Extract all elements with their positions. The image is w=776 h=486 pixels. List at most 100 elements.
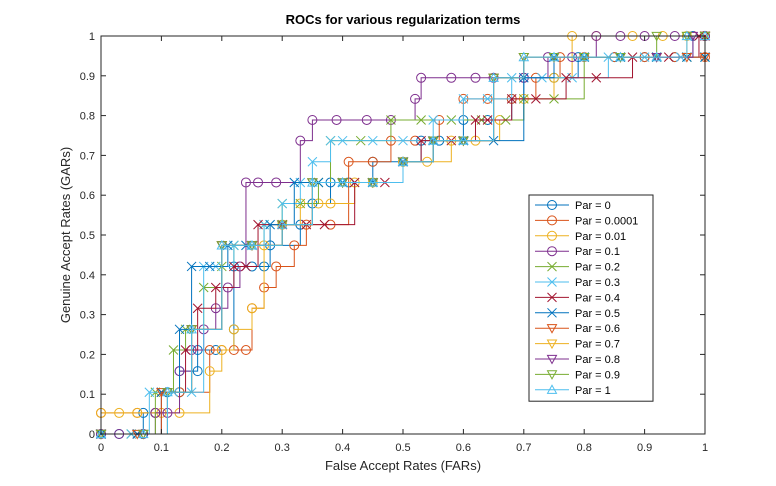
legend-entry: Par = 0.1 bbox=[535, 246, 620, 258]
legend-marker bbox=[546, 354, 558, 365]
data-point bbox=[168, 345, 179, 355]
data-point bbox=[458, 135, 469, 145]
data-point bbox=[470, 72, 481, 83]
y-tick-label: 0.8 bbox=[80, 111, 95, 123]
x-axis-label: False Accept Rates (FARs) bbox=[325, 458, 481, 473]
legend-marker bbox=[547, 230, 557, 241]
data-point bbox=[295, 135, 306, 146]
legend-marker bbox=[546, 324, 558, 334]
data-point bbox=[398, 135, 408, 146]
x-tick-label: 0.2 bbox=[214, 442, 229, 454]
data-point bbox=[240, 177, 251, 188]
data-point bbox=[253, 219, 263, 230]
legend-label: Par = 0 bbox=[575, 200, 611, 212]
legend: Par = 0 Par = 0.0001 Par = 0.01 Par = 0.1 Pa… bbox=[528, 194, 654, 402]
data-point bbox=[531, 94, 541, 104]
x-tick-label: 0.1 bbox=[154, 442, 169, 454]
data-point bbox=[488, 72, 499, 82]
data-point bbox=[253, 177, 264, 188]
data-point bbox=[271, 177, 282, 188]
data-point bbox=[651, 51, 663, 62]
legend-label: Par = 0.4 bbox=[575, 292, 620, 304]
data-point bbox=[428, 115, 439, 125]
legend-label: Par = 0.6 bbox=[575, 323, 620, 335]
legend-marker bbox=[547, 215, 557, 226]
legend-entry: Par = 0.3 bbox=[535, 277, 620, 289]
data-point bbox=[216, 239, 228, 250]
data-point bbox=[337, 176, 348, 187]
data-point bbox=[204, 261, 215, 272]
legend-entry: Par = 0.7 bbox=[535, 339, 620, 351]
data-point bbox=[276, 219, 288, 229]
legend-label: Par = 1 bbox=[575, 385, 611, 397]
ticks-layer: 0 0.1 0.2 0.3 0.4 0.5 0.6 0.7 0.8 0.9 1 0 0.1 0.2 0.3 0… bbox=[80, 31, 708, 454]
legend-label: Par = 0.8 bbox=[575, 354, 620, 366]
series-line bbox=[101, 35, 705, 435]
data-point bbox=[361, 114, 372, 125]
data-point bbox=[229, 261, 239, 272]
legend-label: Par = 0.2 bbox=[575, 262, 620, 274]
x-tick-label: 0.3 bbox=[275, 442, 290, 454]
data-point bbox=[470, 115, 481, 125]
legend-entry: Par = 0.4 bbox=[535, 292, 620, 304]
data-point bbox=[591, 72, 602, 83]
legend-marker bbox=[547, 261, 557, 272]
legend-marker bbox=[546, 339, 558, 350]
data-point bbox=[186, 323, 197, 334]
y-tick-label: 0.2 bbox=[80, 349, 95, 361]
legend-entry: Par = 0.0001 bbox=[535, 215, 638, 227]
data-point bbox=[216, 345, 227, 356]
data-point bbox=[204, 345, 215, 356]
y-tick-label: 0.3 bbox=[80, 310, 95, 322]
data-point bbox=[241, 261, 251, 272]
data-point bbox=[204, 366, 215, 377]
legend-entry: Par = 0.6 bbox=[535, 323, 620, 335]
y-tick-label: 0.5 bbox=[80, 230, 95, 242]
data-point bbox=[246, 239, 258, 250]
data-point bbox=[289, 177, 300, 188]
legend-box bbox=[528, 194, 654, 402]
x-tick-label: 0.6 bbox=[456, 442, 471, 454]
data-point bbox=[289, 240, 300, 251]
data-point bbox=[265, 219, 275, 230]
legend-marker bbox=[547, 277, 557, 287]
data-point bbox=[397, 156, 409, 166]
legend-entry: Par = 0.8 bbox=[535, 354, 620, 366]
y-axis-label: Genuine Accept Rates (GARs) bbox=[58, 147, 73, 323]
y-tick-label: 0.1 bbox=[80, 389, 95, 401]
data-point bbox=[367, 156, 378, 167]
legend-label: Par = 0.5 bbox=[575, 308, 620, 320]
data-point bbox=[458, 94, 469, 104]
y-tick-label: 1 bbox=[89, 31, 95, 43]
data-point bbox=[337, 135, 348, 146]
legend-marker bbox=[547, 292, 557, 303]
data-point bbox=[240, 345, 251, 356]
legend-label: Par = 0.1 bbox=[575, 246, 620, 258]
data-point bbox=[132, 407, 143, 418]
legend-marker bbox=[546, 384, 558, 394]
legend-entry: Par = 0 bbox=[535, 200, 611, 212]
legend-marker bbox=[546, 370, 558, 380]
x-tick-label: 0.5 bbox=[395, 442, 410, 454]
data-point bbox=[192, 366, 203, 377]
data-point bbox=[156, 388, 167, 398]
data-point bbox=[482, 94, 493, 104]
legend-marker bbox=[547, 246, 557, 257]
data-point bbox=[271, 261, 282, 272]
x-tick-label: 0.8 bbox=[577, 442, 592, 454]
data-point bbox=[416, 115, 426, 125]
x-tick-label: 0.7 bbox=[516, 442, 531, 454]
legend-label: Par = 0.9 bbox=[575, 369, 620, 381]
y-tick-label: 0.6 bbox=[80, 190, 95, 202]
data-point bbox=[210, 282, 221, 293]
legend-label: Par = 0.3 bbox=[575, 277, 620, 289]
data-point bbox=[615, 51, 626, 62]
data-point bbox=[561, 72, 571, 83]
y-tick-label: 0 bbox=[89, 429, 95, 441]
data-point bbox=[228, 324, 239, 335]
x-tick-label: 0.4 bbox=[335, 442, 350, 454]
legend-entry: Par = 0.01 bbox=[535, 230, 626, 243]
data-point bbox=[410, 93, 421, 104]
y-tick-label: 0.9 bbox=[80, 71, 95, 83]
